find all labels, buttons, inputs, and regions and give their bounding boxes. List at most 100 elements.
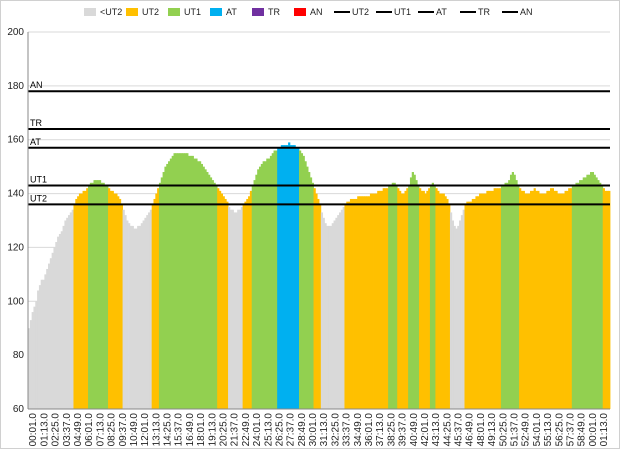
- bar: [364, 196, 367, 409]
- bar: [380, 190, 384, 409]
- bar: [68, 215, 71, 409]
- bar: [48, 263, 51, 409]
- legend-label-at: AT: [226, 7, 237, 17]
- threshold-label-at: AT: [30, 137, 41, 147]
- y-tick-label: 180: [7, 81, 24, 92]
- x-tick-label: 19:13.0: [207, 413, 218, 447]
- bar: [109, 190, 113, 409]
- bar: [368, 196, 371, 409]
- bar: [42, 279, 45, 409]
- x-tick-label: 50:25.0: [498, 413, 509, 447]
- x-tick-label: 56:25.0: [554, 413, 565, 447]
- bar: [175, 153, 178, 409]
- bar: [258, 166, 262, 409]
- bar: [604, 190, 607, 409]
- bar: [264, 161, 267, 409]
- bar: [595, 177, 598, 409]
- bar: [246, 198, 249, 409]
- bar: [178, 153, 182, 409]
- bar: [229, 209, 233, 409]
- bar: [379, 190, 382, 409]
- x-tick-label: 26:25.0: [274, 413, 285, 447]
- bar: [313, 188, 316, 409]
- bar: [137, 225, 140, 409]
- x-tick-label: 03:37.0: [62, 413, 73, 447]
- bar: [349, 198, 353, 409]
- x-tick-label: 34:49.0: [353, 413, 364, 447]
- bar: [98, 180, 102, 409]
- bar: [524, 193, 527, 409]
- bar: [375, 193, 378, 409]
- x-tick-label: 57:37.0: [565, 413, 576, 447]
- bar: [180, 153, 183, 409]
- bar: [118, 198, 122, 409]
- bar: [248, 196, 251, 409]
- bar: [186, 153, 189, 409]
- bar: [331, 223, 334, 409]
- x-tick-label: 13:13.0: [151, 413, 162, 447]
- bar: [304, 161, 307, 409]
- bar: [504, 182, 507, 409]
- bar: [78, 193, 82, 409]
- x-tick-label: 45:37.0: [454, 413, 465, 447]
- bar: [444, 196, 447, 409]
- bar: [298, 150, 302, 410]
- bar: [160, 177, 163, 409]
- bar: [142, 220, 145, 409]
- bar: [577, 182, 580, 409]
- bar: [486, 190, 489, 409]
- bar: [569, 188, 573, 409]
- x-tick-label: 24:01.0: [252, 413, 263, 447]
- bar: [73, 204, 76, 409]
- bar: [442, 193, 445, 409]
- bar: [479, 193, 482, 409]
- axes: [27, 32, 610, 410]
- bar: [548, 190, 551, 409]
- bar: [499, 188, 502, 409]
- bar: [69, 212, 73, 409]
- legend-label-ut2: UT2: [142, 7, 159, 17]
- bar: [437, 190, 440, 409]
- bar: [329, 225, 333, 409]
- bar: [453, 225, 456, 409]
- x-tick-label: 02:25.0: [51, 413, 62, 447]
- bar: [404, 190, 407, 409]
- bar: [262, 161, 265, 409]
- bar: [275, 150, 278, 410]
- bar: [213, 182, 216, 409]
- bar: [473, 198, 476, 409]
- bars-group: [28, 142, 611, 410]
- legend-label-ut2: <UT2: [100, 7, 122, 17]
- bar: [484, 193, 487, 409]
- legend-label-ut1: UT1: [394, 7, 411, 17]
- bar: [457, 225, 460, 409]
- bar: [129, 225, 133, 409]
- bar: [435, 188, 438, 409]
- bar: [468, 201, 471, 409]
- bar: [528, 193, 531, 409]
- y-tick-label: 100: [7, 296, 24, 307]
- bar: [144, 217, 147, 409]
- bar: [544, 193, 547, 409]
- bar: [520, 190, 524, 409]
- x-tick-label: 48:01.0: [476, 413, 487, 447]
- bar: [95, 180, 98, 409]
- bar: [546, 190, 549, 409]
- bar: [568, 188, 571, 409]
- bar: [346, 201, 349, 409]
- bar: [111, 190, 114, 409]
- bar: [348, 201, 351, 409]
- x-tick-label: 25:13.0: [263, 413, 274, 447]
- bar: [164, 166, 167, 409]
- bar: [488, 190, 491, 409]
- bar: [266, 158, 269, 409]
- bar: [588, 174, 591, 409]
- bar: [37, 290, 40, 409]
- bar: [319, 204, 322, 409]
- bar: [28, 328, 31, 409]
- bar: [200, 163, 203, 409]
- bar: [502, 185, 505, 409]
- x-tick-label: 43:13.0: [431, 413, 442, 447]
- bar: [559, 193, 562, 409]
- bar: [571, 185, 575, 409]
